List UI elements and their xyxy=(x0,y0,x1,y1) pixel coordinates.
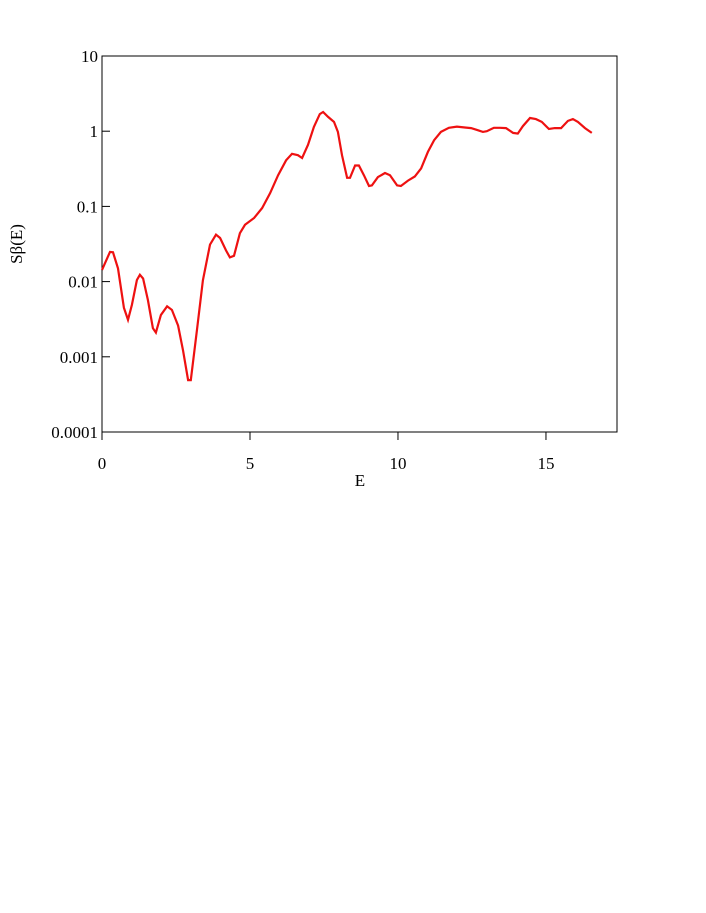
plot-frame xyxy=(101,55,618,433)
y-tick-label: 0.001 xyxy=(60,348,98,367)
data-line xyxy=(100,110,593,382)
x-axis-label: E xyxy=(355,471,365,490)
y-tick-label: 0.0001 xyxy=(51,423,98,442)
y-tick-label: 1 xyxy=(90,122,99,141)
x-tick-label: 10 xyxy=(389,454,406,473)
y-axis-label: Sβ(E) xyxy=(7,224,26,264)
x-tick-label: 0 xyxy=(98,454,107,473)
x-tick-label: 5 xyxy=(246,454,255,473)
y-tick-label: 10 xyxy=(81,47,98,66)
y-tick-label: 0.01 xyxy=(68,273,98,292)
x-tick-label: 15 xyxy=(537,454,554,473)
y-tick-label: 0.1 xyxy=(77,197,98,216)
